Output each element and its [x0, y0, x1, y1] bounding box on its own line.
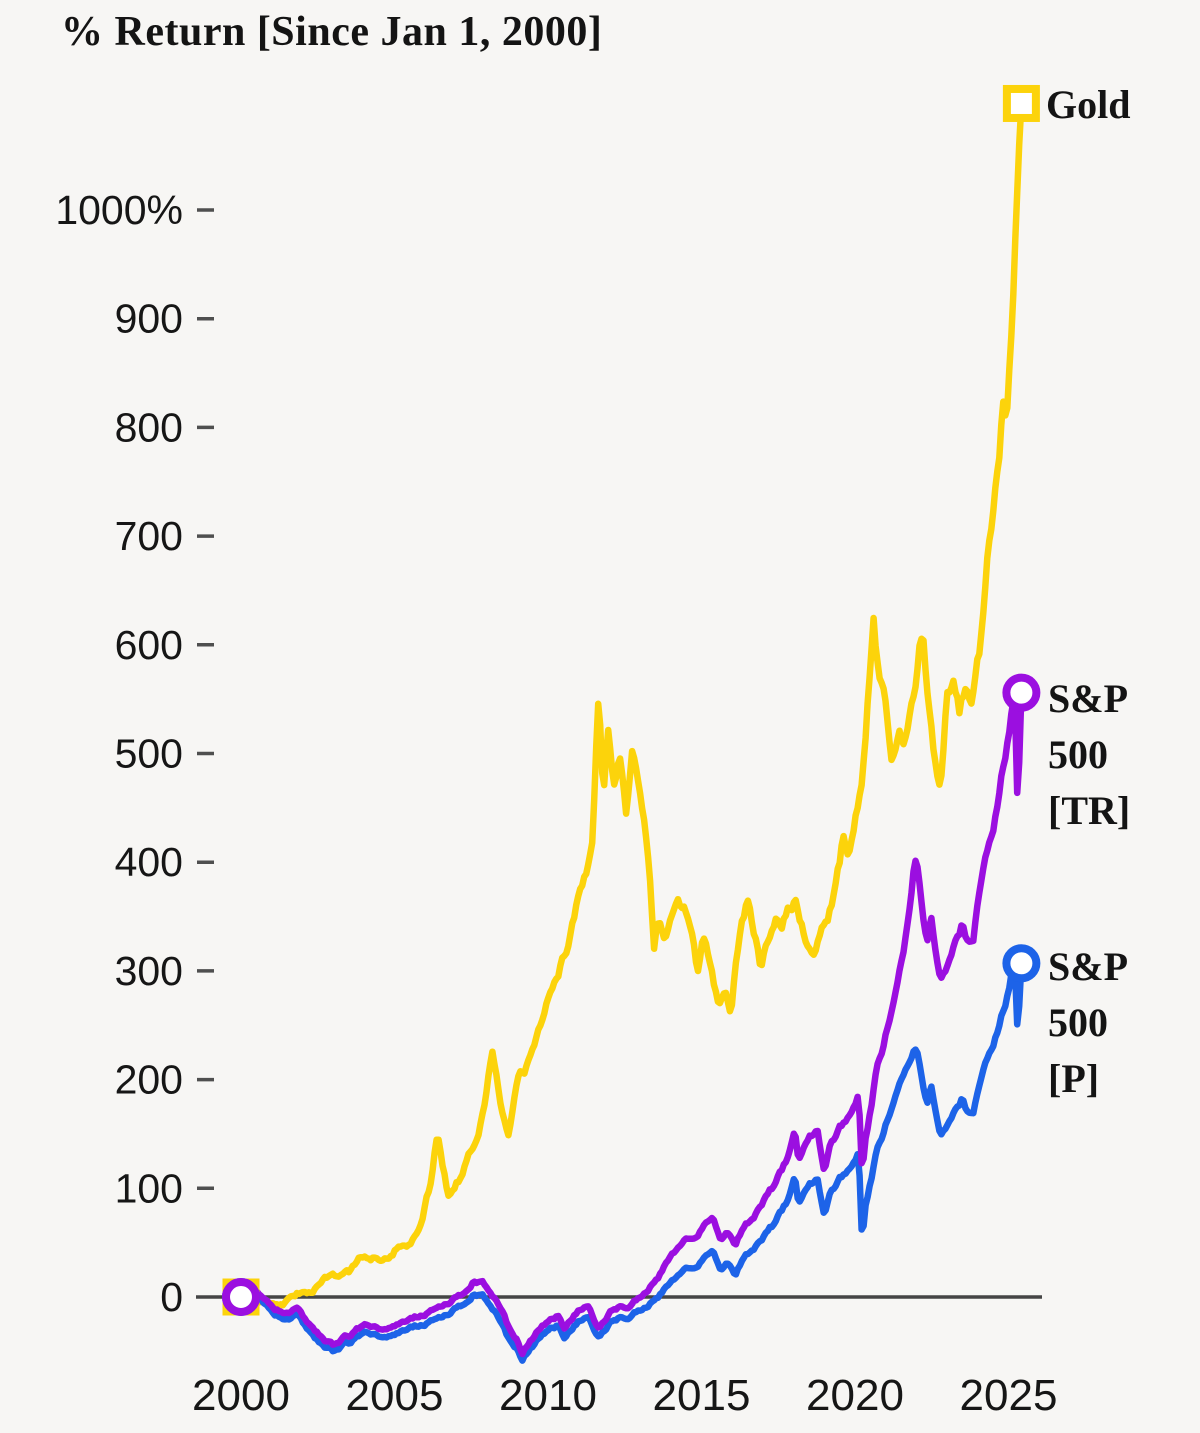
x-tick-label: 2010: [499, 1371, 597, 1420]
legend-sp500-tr-line1: S&P: [1048, 676, 1128, 721]
y-tick-label: 100: [115, 1165, 183, 1211]
chart-title: % Return [Since Jan 1, 2000]: [61, 9, 603, 55]
legend-gold-label: Gold: [1046, 82, 1131, 127]
legend-sp500-p-line1: S&P: [1048, 944, 1128, 989]
x-tick-label: 2000: [192, 1371, 290, 1420]
legend-sp500-p: S&P 500 [P]: [1048, 939, 1128, 1107]
y-tick-label: 1000%: [55, 187, 183, 233]
y-tick-label: 0: [160, 1274, 183, 1320]
x-tick-label: 2005: [346, 1371, 444, 1420]
legend-sp500-p-line2: 500: [1048, 1000, 1108, 1045]
y-tick-label: 500: [115, 731, 183, 777]
y-tick-label: 800: [115, 404, 183, 450]
legend-sp500-p-line3: [P]: [1048, 1056, 1100, 1101]
x-tick-label: 2025: [960, 1371, 1058, 1420]
legend-sp500-tr-line3: [TR]: [1048, 788, 1131, 833]
y-tick-label: 700: [115, 513, 183, 559]
y-tick-label: 900: [115, 296, 183, 342]
y-tick-label: 300: [115, 948, 183, 994]
series-sp500-p-end-marker: [1002, 944, 1041, 983]
series-sp500-tr-line: [237, 689, 1025, 1358]
x-tick-label: 2020: [806, 1371, 904, 1420]
legend-sp500-tr: S&P 500 [TR]: [1048, 671, 1130, 839]
y-tick-label: 600: [115, 622, 183, 668]
x-tick-label: 2015: [653, 1371, 751, 1420]
series-gold-end-marker: [1002, 84, 1040, 122]
legend-gold: Gold: [1046, 77, 1130, 133]
y-tick-label: 400: [115, 839, 183, 885]
series-sp500-tr-end-marker: [1002, 673, 1041, 712]
series-gold-line: [237, 100, 1025, 1310]
series-sp500-tr-start-marker: [222, 1278, 260, 1316]
series-sp500-p-line: [237, 960, 1025, 1364]
y-tick-label: 200: [115, 1057, 183, 1103]
legend-sp500-tr-line2: 500: [1048, 732, 1108, 777]
